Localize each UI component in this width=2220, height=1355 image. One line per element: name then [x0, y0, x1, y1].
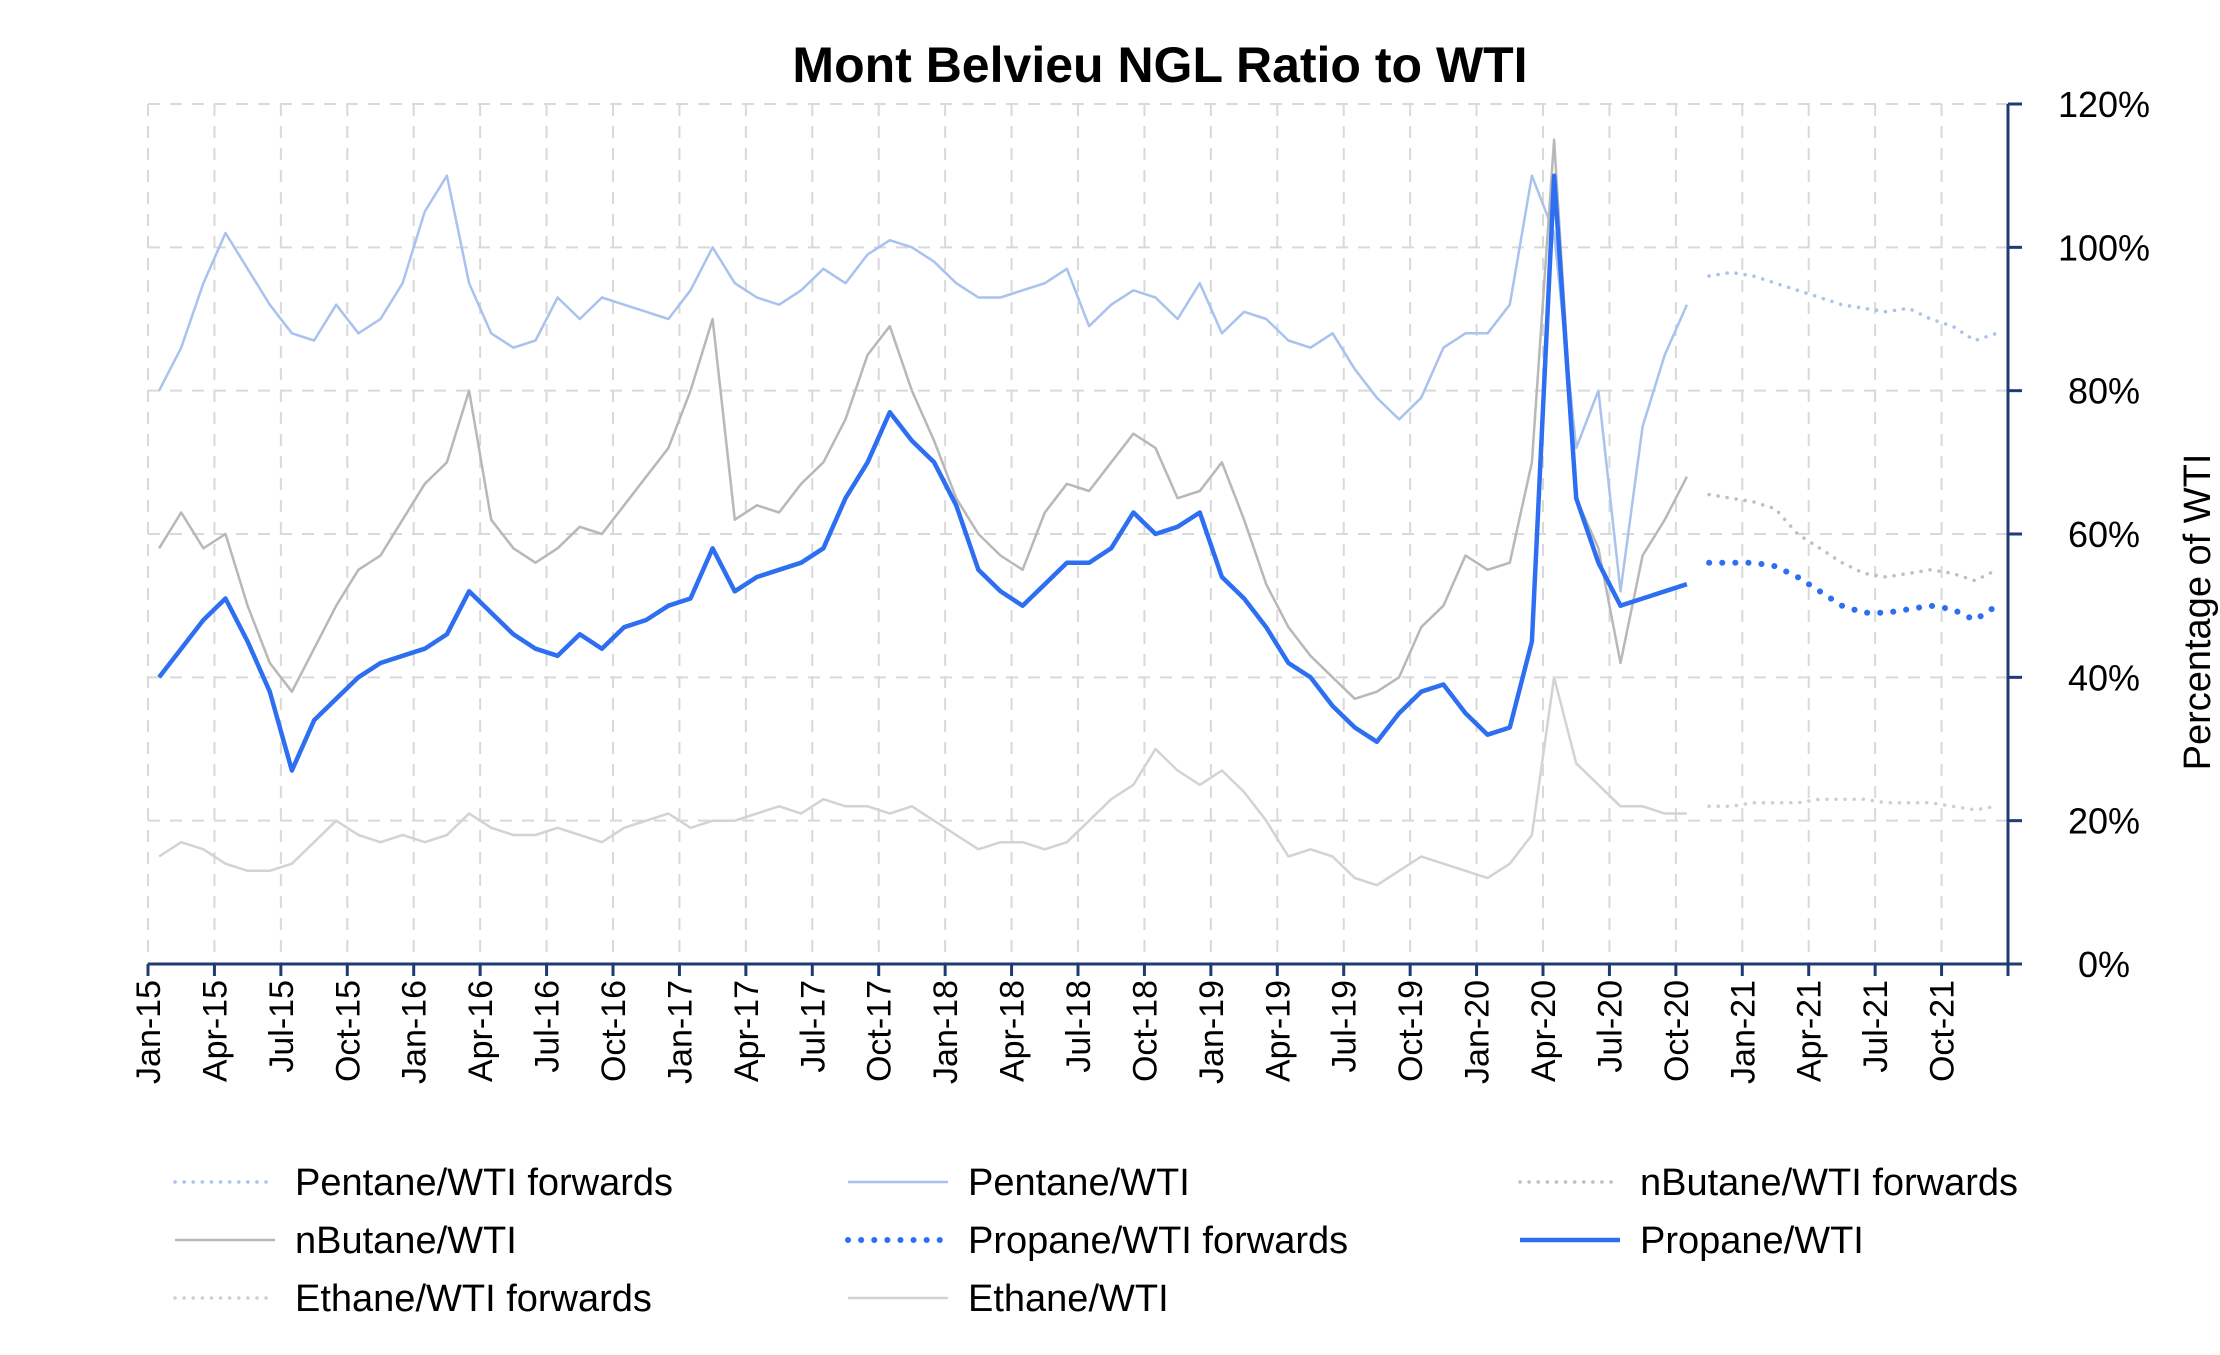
legend-item-nbutane-wti: nButane/WTI: [175, 1220, 517, 1262]
x-tick-label: Jul-18: [1060, 980, 1098, 1073]
series-line-ethane-wti-forwards: [1707, 797, 1999, 812]
series-line-propane-wti: [157, 173, 1688, 773]
x-tick-label: Oct-15: [329, 980, 367, 1082]
series-line-propane-wti-forwards: [1706, 559, 2000, 624]
x-tick-label: Apr-18: [994, 980, 1032, 1082]
legend-label: Propane/WTI: [1640, 1220, 1864, 1262]
x-tick-label: Jan-16: [396, 980, 434, 1084]
y-tick-label: 100%: [2058, 227, 2150, 268]
legend-item-propane-wti: Propane/WTI: [1520, 1220, 1864, 1262]
x-tick-label: Jul-20: [1591, 980, 1629, 1073]
grid-layer: [147, 103, 2008, 965]
legend: Pentane/WTI forwards Pentane/WTI nButane/W…: [173, 1162, 2018, 1320]
series-line-pentane-wti: [157, 174, 1689, 593]
x-tick-label: Apr-19: [1259, 980, 1297, 1082]
series-line-nbutane-wti: [158, 138, 1689, 701]
legend-label: Propane/WTI forwards: [968, 1220, 1348, 1262]
y-tick-label: 0%: [2078, 944, 2130, 985]
x-tick-label: Jan-17: [661, 980, 699, 1084]
series-line-ethane-wti: [158, 676, 1687, 887]
x-tick-label: Apr-20: [1525, 980, 1563, 1082]
x-tick-label: Oct-20: [1658, 980, 1696, 1082]
y-tick-label: 60%: [2068, 514, 2140, 555]
x-tick-label: Jul-16: [529, 980, 567, 1073]
series-line-pentane-wti-forwards: [1707, 270, 1999, 343]
x-tick-label: Oct-16: [595, 980, 633, 1082]
x-tick-label: Oct-21: [1924, 980, 1962, 1082]
x-tick-label: Jul-21: [1857, 980, 1895, 1073]
x-tick-label: Jul-17: [794, 980, 832, 1073]
y-tick-label: 20%: [2068, 801, 2140, 842]
y-tick-label: 40%: [2068, 657, 2140, 698]
x-tick-label: Jul-15: [263, 980, 301, 1073]
legend-item-propane-wti-forwards: Propane/WTI forwards: [845, 1220, 1348, 1262]
x-tick-label: Oct-18: [1126, 980, 1164, 1082]
legend-item-ethane-wti-forwards: Ethane/WTI forwards: [173, 1278, 652, 1320]
x-tick-label: Jan-21: [1724, 980, 1762, 1084]
series-line-nbutane-wti-forwards: [1707, 492, 1999, 583]
legend-label: Ethane/WTI forwards: [295, 1278, 652, 1320]
legend-label: Pentane/WTI forwards: [295, 1162, 673, 1204]
legend-label: Pentane/WTI: [968, 1162, 1190, 1204]
legend-item-pentane-wti-forwards: Pentane/WTI forwards: [173, 1162, 673, 1204]
x-tick-label: Apr-16: [462, 980, 500, 1082]
y-axis-label: Percentage of WTI: [2177, 454, 2219, 771]
x-tick-label: Apr-21: [1791, 980, 1829, 1082]
legend-label: nButane/WTI: [295, 1220, 517, 1262]
legend-item-pentane-wti: Pentane/WTI: [848, 1162, 1190, 1204]
x-tick-label: Jan-20: [1459, 980, 1497, 1084]
legend-item-ethane-wti: Ethane/WTI: [848, 1278, 1169, 1320]
x-tick-label: Apr-15: [196, 980, 234, 1082]
x-tick-label: Jan-18: [927, 980, 965, 1084]
y-tick-label: 120%: [2058, 84, 2150, 125]
x-tick-label: Jul-19: [1326, 980, 1364, 1073]
axis-layer: 0% 20% 40% 60% 80% 100% 120% Jan-15 Apr-15 Jul-15…: [130, 84, 2150, 1084]
y-tick-label: 80%: [2068, 371, 2140, 412]
x-tick-label: Apr-17: [728, 980, 766, 1082]
x-tick-label: Jan-15: [130, 980, 168, 1084]
x-tick-label: Oct-17: [861, 980, 899, 1082]
x-tick-label: Oct-19: [1392, 980, 1430, 1082]
legend-item-nbutane-wti-forwards: nButane/WTI forwards: [1518, 1162, 2018, 1204]
series-layer: [157, 138, 2000, 887]
x-tick-label: Jan-19: [1193, 980, 1231, 1084]
legend-label: Ethane/WTI: [968, 1278, 1169, 1320]
legend-label: nButane/WTI forwards: [1640, 1162, 2018, 1204]
chart-title: Mont Belvieu NGL Ratio to WTI: [792, 37, 1527, 93]
